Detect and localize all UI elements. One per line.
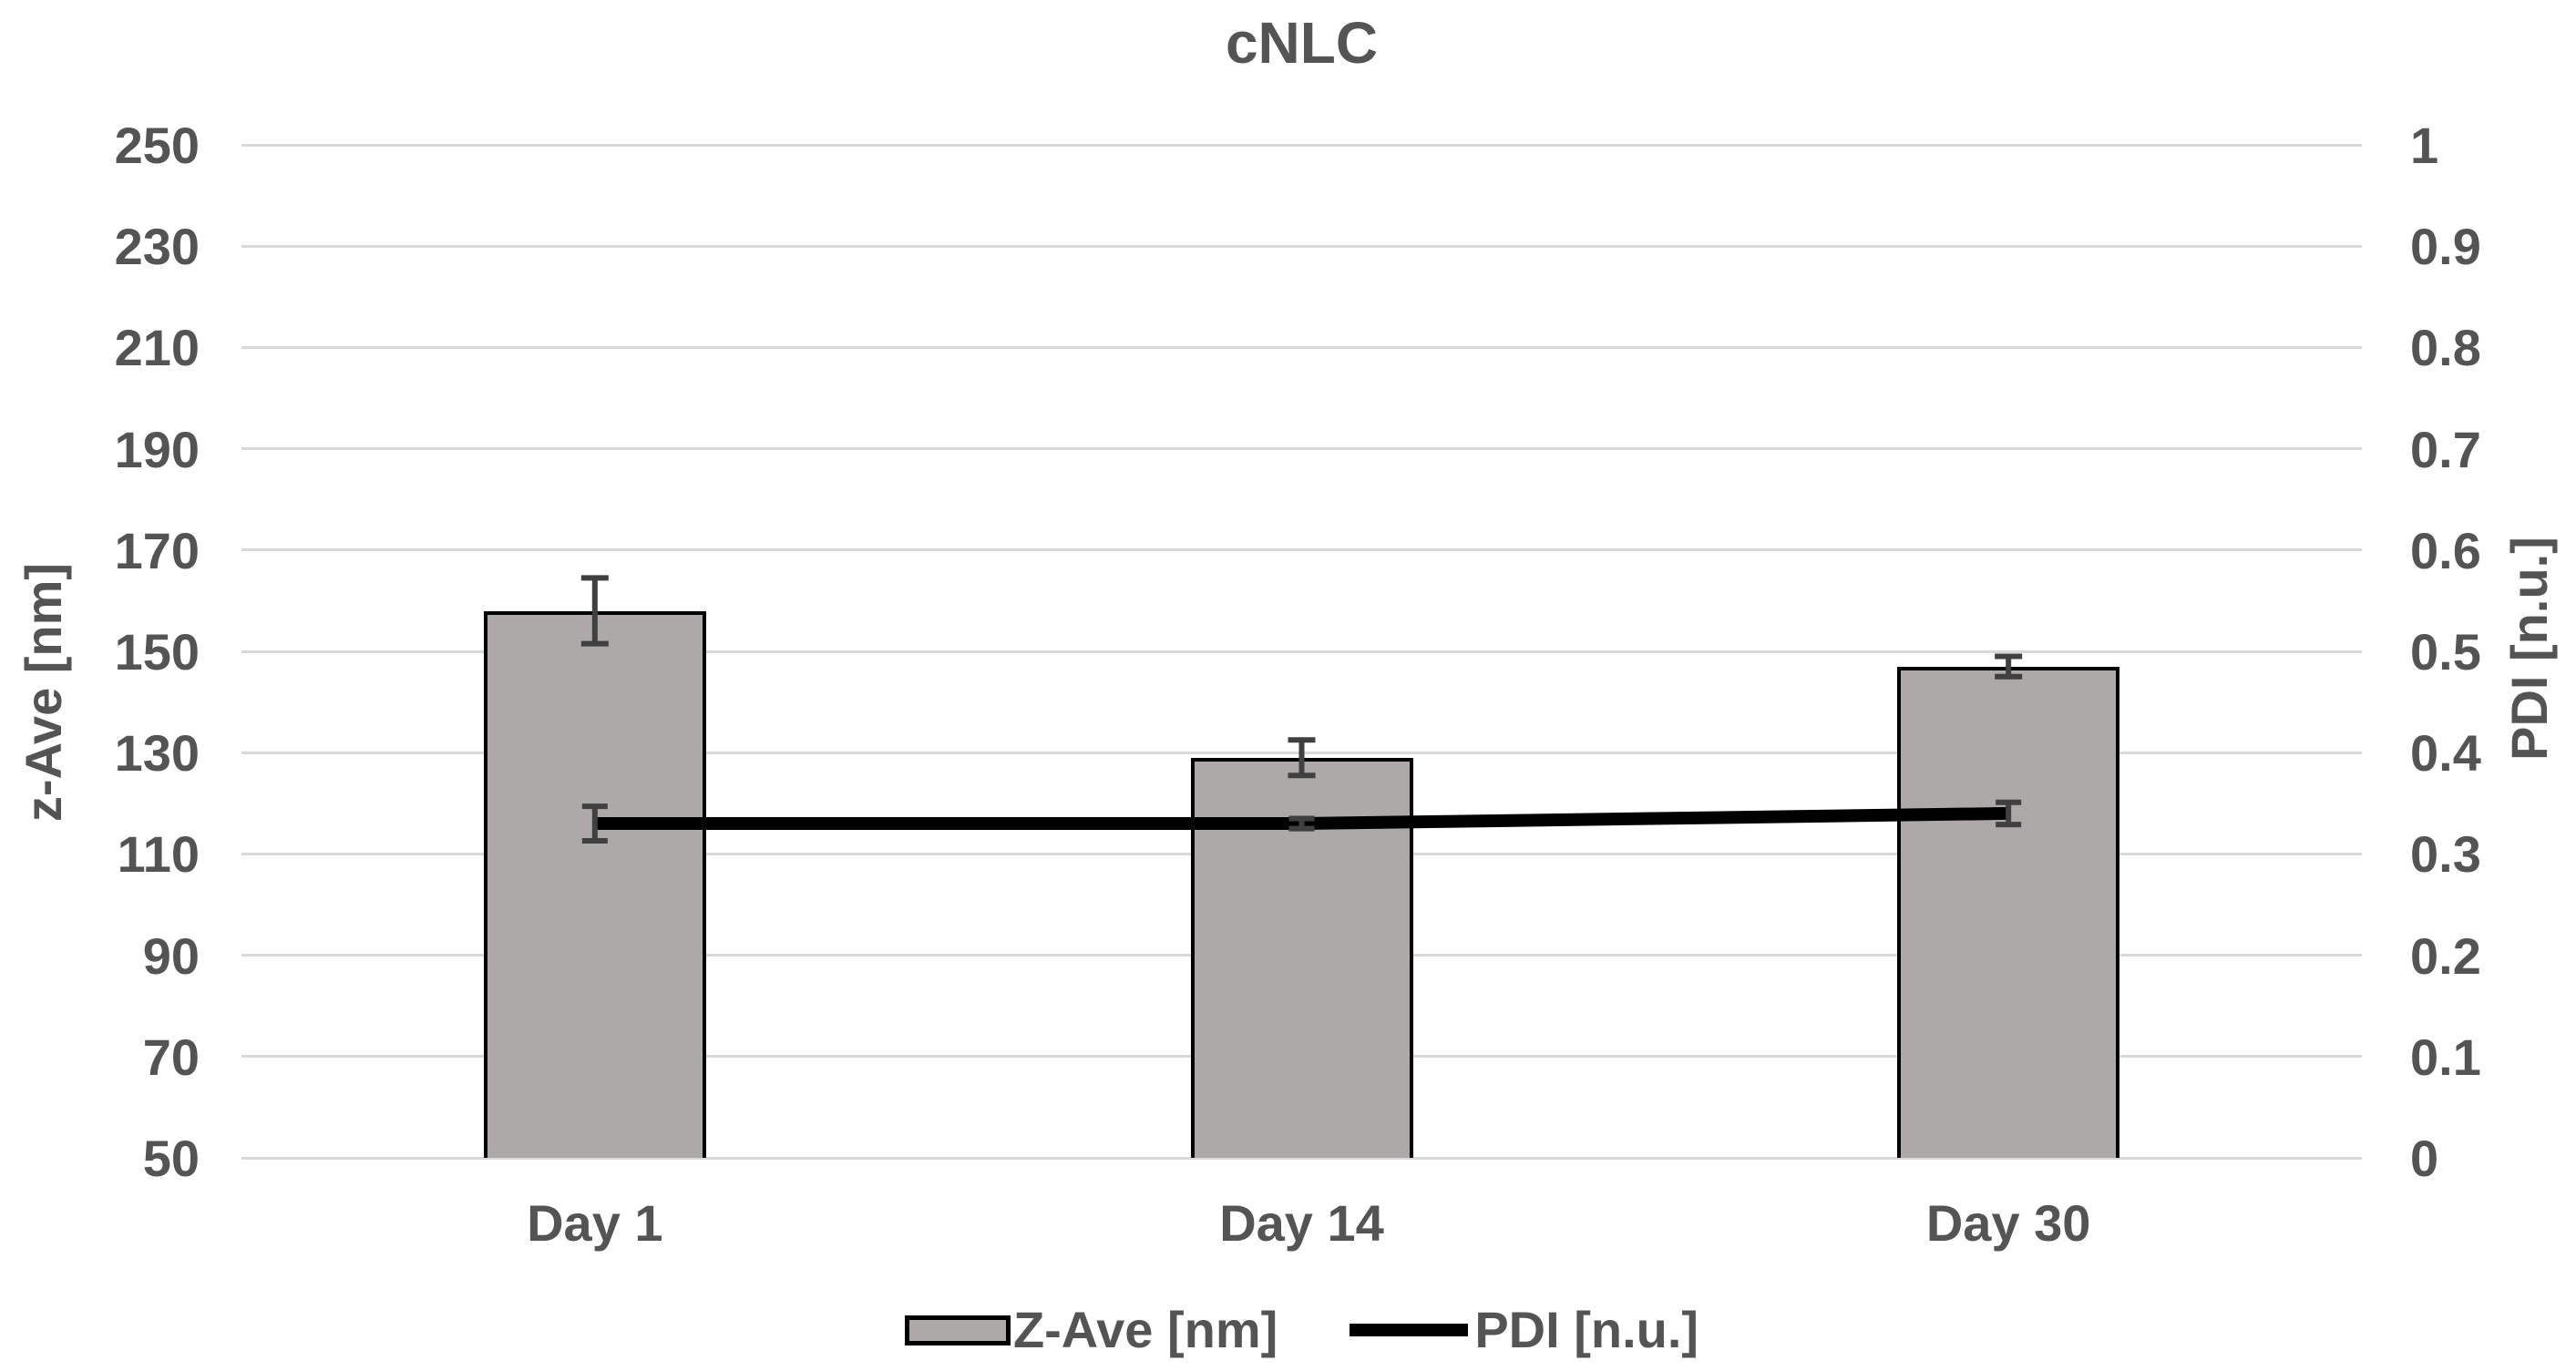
legend-line-swatch-icon	[1350, 1324, 1469, 1336]
legend-bar-swatch-icon	[904, 1315, 1011, 1345]
bar-day-1	[483, 610, 706, 1158]
right-axis-tick: 0.3	[2410, 825, 2481, 884]
left-axis-tick: 230	[114, 218, 200, 276]
left-axis-tick: 170	[114, 521, 200, 579]
left-axis-tick: 50	[142, 1130, 200, 1187]
left-axis-tick: 250	[114, 117, 200, 174]
x-axis-label-day-30: Day 30	[1925, 1194, 2091, 1252]
right-axis-tick: 1	[2410, 117, 2439, 174]
right-axis-tick: 0.1	[2410, 1028, 2481, 1086]
left-axis-tick: 130	[114, 724, 200, 783]
gridline	[241, 143, 2362, 147]
right-axis-tick: 0.8	[2410, 319, 2481, 377]
gridline	[241, 244, 2362, 248]
left-axis-tick: 110	[117, 825, 200, 884]
gridline	[241, 650, 2362, 653]
legend-label-zave: Z-Ave [nm]	[1012, 1301, 1278, 1358]
chart-title: cNLC	[1225, 10, 1379, 76]
gridline	[241, 1156, 2362, 1160]
gridline	[241, 447, 2362, 451]
right-axis-tick: 0	[2410, 1130, 2439, 1187]
left-axis-tick: 90	[142, 926, 200, 985]
left-axis-title: z-Ave [nm]	[15, 562, 72, 823]
left-axis-tick: 210	[114, 319, 200, 377]
bar-day-30	[1897, 666, 2120, 1158]
right-axis-tick: 0.9	[2410, 218, 2481, 276]
x-axis-label-day-1: Day 1	[527, 1194, 663, 1252]
x-axis-label-day-14: Day 14	[1219, 1194, 1384, 1252]
bar-day-14	[1190, 757, 1413, 1158]
right-axis-title: PDI [n.u.]	[2500, 537, 2558, 761]
right-axis-tick: 0.5	[2410, 623, 2481, 680]
legend-label-pdi: PDI [n.u.]	[1474, 1301, 1699, 1358]
right-axis-tick: 0.6	[2410, 521, 2481, 579]
legend: Z-Ave [nm] PDI [n.u.]	[241, 1301, 2362, 1359]
right-axis-tick: 0.2	[2410, 926, 2481, 985]
left-axis-tick: 150	[114, 623, 200, 680]
left-axis-tick: 70	[142, 1028, 200, 1086]
right-axis-tick: 0.7	[2410, 420, 2481, 478]
gridline	[241, 345, 2362, 349]
right-axis-tick: 0.4	[2410, 724, 2481, 783]
gridline	[241, 548, 2362, 552]
left-axis-tick: 190	[114, 420, 200, 478]
